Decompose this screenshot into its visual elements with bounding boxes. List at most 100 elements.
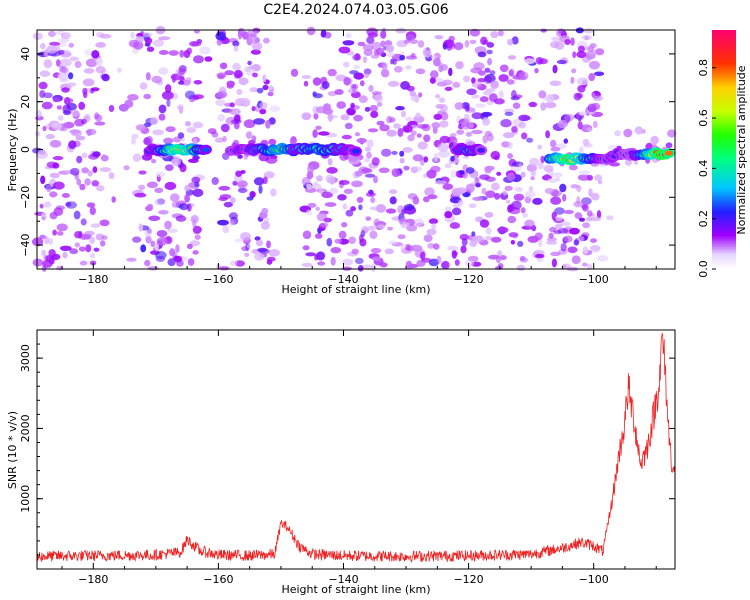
spectrogram-cell (370, 110, 379, 118)
ridge-cell-core (201, 147, 210, 153)
spectrogram-cell (366, 151, 372, 159)
x-tick-label: −160 (203, 273, 233, 286)
spectrogram-cell (158, 210, 169, 215)
spectrogram-cell (370, 247, 382, 254)
ridge-cell-core (664, 150, 673, 156)
spectrogram-cell (401, 208, 407, 215)
spectrogram-cell (83, 68, 95, 74)
spectrogram-cell (100, 154, 109, 162)
spectrogram-cell (534, 68, 539, 74)
spectrogram-cell (61, 193, 70, 198)
spectrogram-cell (549, 80, 562, 87)
spectrogram-cell (545, 240, 558, 245)
spectrogram-cell (342, 258, 354, 266)
spectrogram-cell (477, 78, 486, 83)
spectrogram-cell (410, 130, 417, 136)
spectrogram-cell (43, 59, 53, 69)
colorbar: 0.0 0.2 0.4 0.6 0.8 Normalized spectral ampl… (697, 30, 748, 278)
spectrogram-cell (507, 215, 517, 224)
spectrogram-cell (229, 108, 241, 116)
spectrogram-cell (79, 260, 88, 266)
spectrogram-cell (521, 132, 528, 140)
spectrogram-cell (235, 260, 245, 267)
spectrogram-cell (40, 175, 46, 185)
spectrogram-cell (324, 202, 337, 207)
spectrogram-cell (49, 41, 61, 46)
spectrogram-cell (582, 138, 590, 146)
spectrogram-cell (317, 261, 326, 266)
spectrogram-cell (577, 85, 586, 93)
spectrogram-cell (447, 245, 459, 251)
spectrogram-cell (81, 152, 88, 159)
spectrogram-cell (68, 72, 74, 80)
spectrogram-cell (90, 88, 95, 94)
spectrogram-cell (474, 235, 485, 243)
spectrogram-cell (123, 165, 130, 171)
y-tick-label: −20 (19, 186, 32, 209)
spectrogram-cell (232, 62, 241, 71)
spectrogram-cell (382, 125, 387, 130)
spectrogram-cell (435, 93, 441, 99)
spectrogram-cell (448, 67, 453, 77)
spectrogram-cell (330, 247, 342, 254)
spectrogram-cell (484, 165, 495, 171)
spectrogram-cell (215, 99, 226, 107)
spectrogram-cell (74, 242, 81, 248)
spectrogram-cell (450, 155, 455, 162)
spectrogram-cell (340, 114, 350, 121)
spectrogram-cell (423, 196, 430, 203)
spectrogram-cell (506, 79, 515, 85)
spectrogram-cell (465, 105, 470, 112)
spectrogram-cell (61, 87, 70, 93)
spectrogram-cell (384, 40, 393, 47)
spectrogram-cell (606, 215, 614, 221)
spectrogram-cell (176, 259, 184, 267)
spectrogram-cell (128, 39, 140, 48)
spectrogram-cell (189, 240, 201, 247)
spectrogram-cell (484, 236, 494, 241)
spectrogram-cell (84, 49, 92, 56)
spectrogram-cell (167, 258, 176, 267)
colorbar-tick-label: 0.0 (697, 260, 710, 278)
spectrogram-cell (479, 219, 490, 228)
spectrogram-cell (247, 29, 259, 36)
spectrogram-cell (530, 176, 535, 181)
spectrogram-cell (44, 201, 52, 208)
spectrogram-cell (369, 230, 378, 239)
spectrogram-cell (416, 259, 426, 267)
spectrogram-cell (623, 128, 633, 138)
spectrogram-cell (389, 196, 397, 205)
spectrogram-cell (38, 81, 48, 90)
spectrogram-cell (403, 165, 410, 171)
spectrogram-cell (158, 36, 171, 41)
spectrogram-cell (224, 70, 235, 76)
spectrogram-cell (59, 245, 72, 251)
spectrogram-cell (423, 134, 431, 143)
spectrogram-cell (497, 250, 503, 258)
spectrogram-cell (402, 147, 413, 153)
spectrogram-cell (366, 139, 374, 148)
spectrogram-cell (524, 219, 535, 229)
x-tick-label: −160 (203, 573, 233, 586)
spectrogram-cell (416, 133, 422, 138)
spectrogram-cell (440, 64, 448, 71)
spectrogram-cell (358, 95, 368, 103)
spectrogram-cell (226, 80, 235, 88)
spectrogram-cell (57, 72, 69, 81)
spectrogram-cell (498, 74, 509, 82)
colorbar-tick-label: 0.8 (697, 59, 710, 77)
spectrogram-cell (379, 262, 388, 268)
spectrogram-cell (207, 128, 217, 135)
spectrogram-cell (154, 187, 164, 193)
spectrogram-cell (35, 131, 41, 137)
spectrogram-cell (385, 208, 397, 214)
spectrogram-cell (349, 70, 359, 75)
spectrogram-cell (321, 81, 330, 89)
spectrogram-cell (421, 123, 431, 132)
spectrogram-cell (148, 215, 161, 222)
spectrogram-cell (508, 69, 514, 77)
spectrogram-cell (85, 58, 98, 68)
spectrogram-cell (85, 244, 92, 253)
spectrogram-cell (175, 244, 180, 253)
spectrogram-cell (192, 250, 199, 255)
